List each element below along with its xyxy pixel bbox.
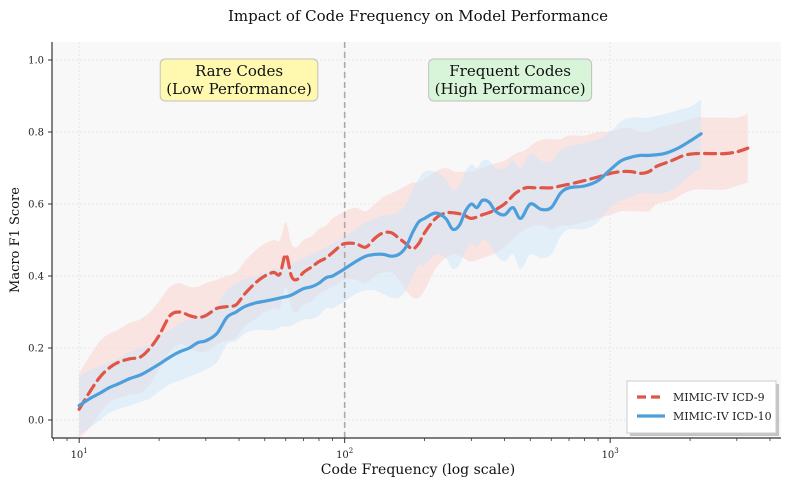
x-axis-label: Code Frequency (log scale) [321,462,515,478]
y-tick-label: 0.0 [28,416,44,427]
legend-label-icd10: MIMIC-IV ICD-10 [673,410,772,423]
series-line-icd9 [77,146,750,411]
y-tick-label: 1.0 [28,56,44,67]
x-tick-label: 101 [71,447,88,461]
x-tick-exp: 1 [83,447,87,455]
y-tick-label: 0.4 [28,272,44,283]
annotation-line: Rare Codes [195,62,283,80]
x-tick-label: 103 [602,447,619,461]
y-tick-label: 0.2 [28,344,44,355]
y-axis-label: Macro F1 Score [8,187,23,293]
annotation-line: Frequent Codes [449,62,571,80]
x-tick-exp: 3 [614,447,618,455]
annotation-line: (High Performance) [435,80,586,98]
confidence-bands [79,99,748,438]
chart-title: Impact of Code Frequency on Model Perfor… [228,7,608,25]
annotation-text: Rare Codes (Low Performance) [166,62,312,98]
y-tick-label: 0.8 [28,128,44,139]
x-tick-base: 10 [602,450,615,461]
annotations: Rare Codes (Low Performance) Frequent Code… [159,58,593,102]
annotation-line: (Low Performance) [166,80,312,98]
y-tick-label: 0.6 [28,200,44,211]
series-line-icd10 [77,132,703,408]
annotation-text: Frequent Codes (High Performance) [435,62,586,98]
x-tick-base: 10 [336,450,349,461]
legend: MIMIC-IV ICD-9 MIMIC-IV ICD-10 [626,380,779,436]
confidence-band-icd10 [79,99,702,435]
x-tick-label: 102 [336,447,353,461]
x-tick-exp: 2 [349,447,353,455]
annotation-rare: Rare Codes (Low Performance) [159,58,319,102]
annotation-frequent: Frequent Codes (High Performance) [428,58,593,102]
x-tick-base: 10 [71,450,84,461]
series-lines [77,132,750,411]
legend-label-icd9: MIMIC-IV ICD-9 [673,391,765,404]
